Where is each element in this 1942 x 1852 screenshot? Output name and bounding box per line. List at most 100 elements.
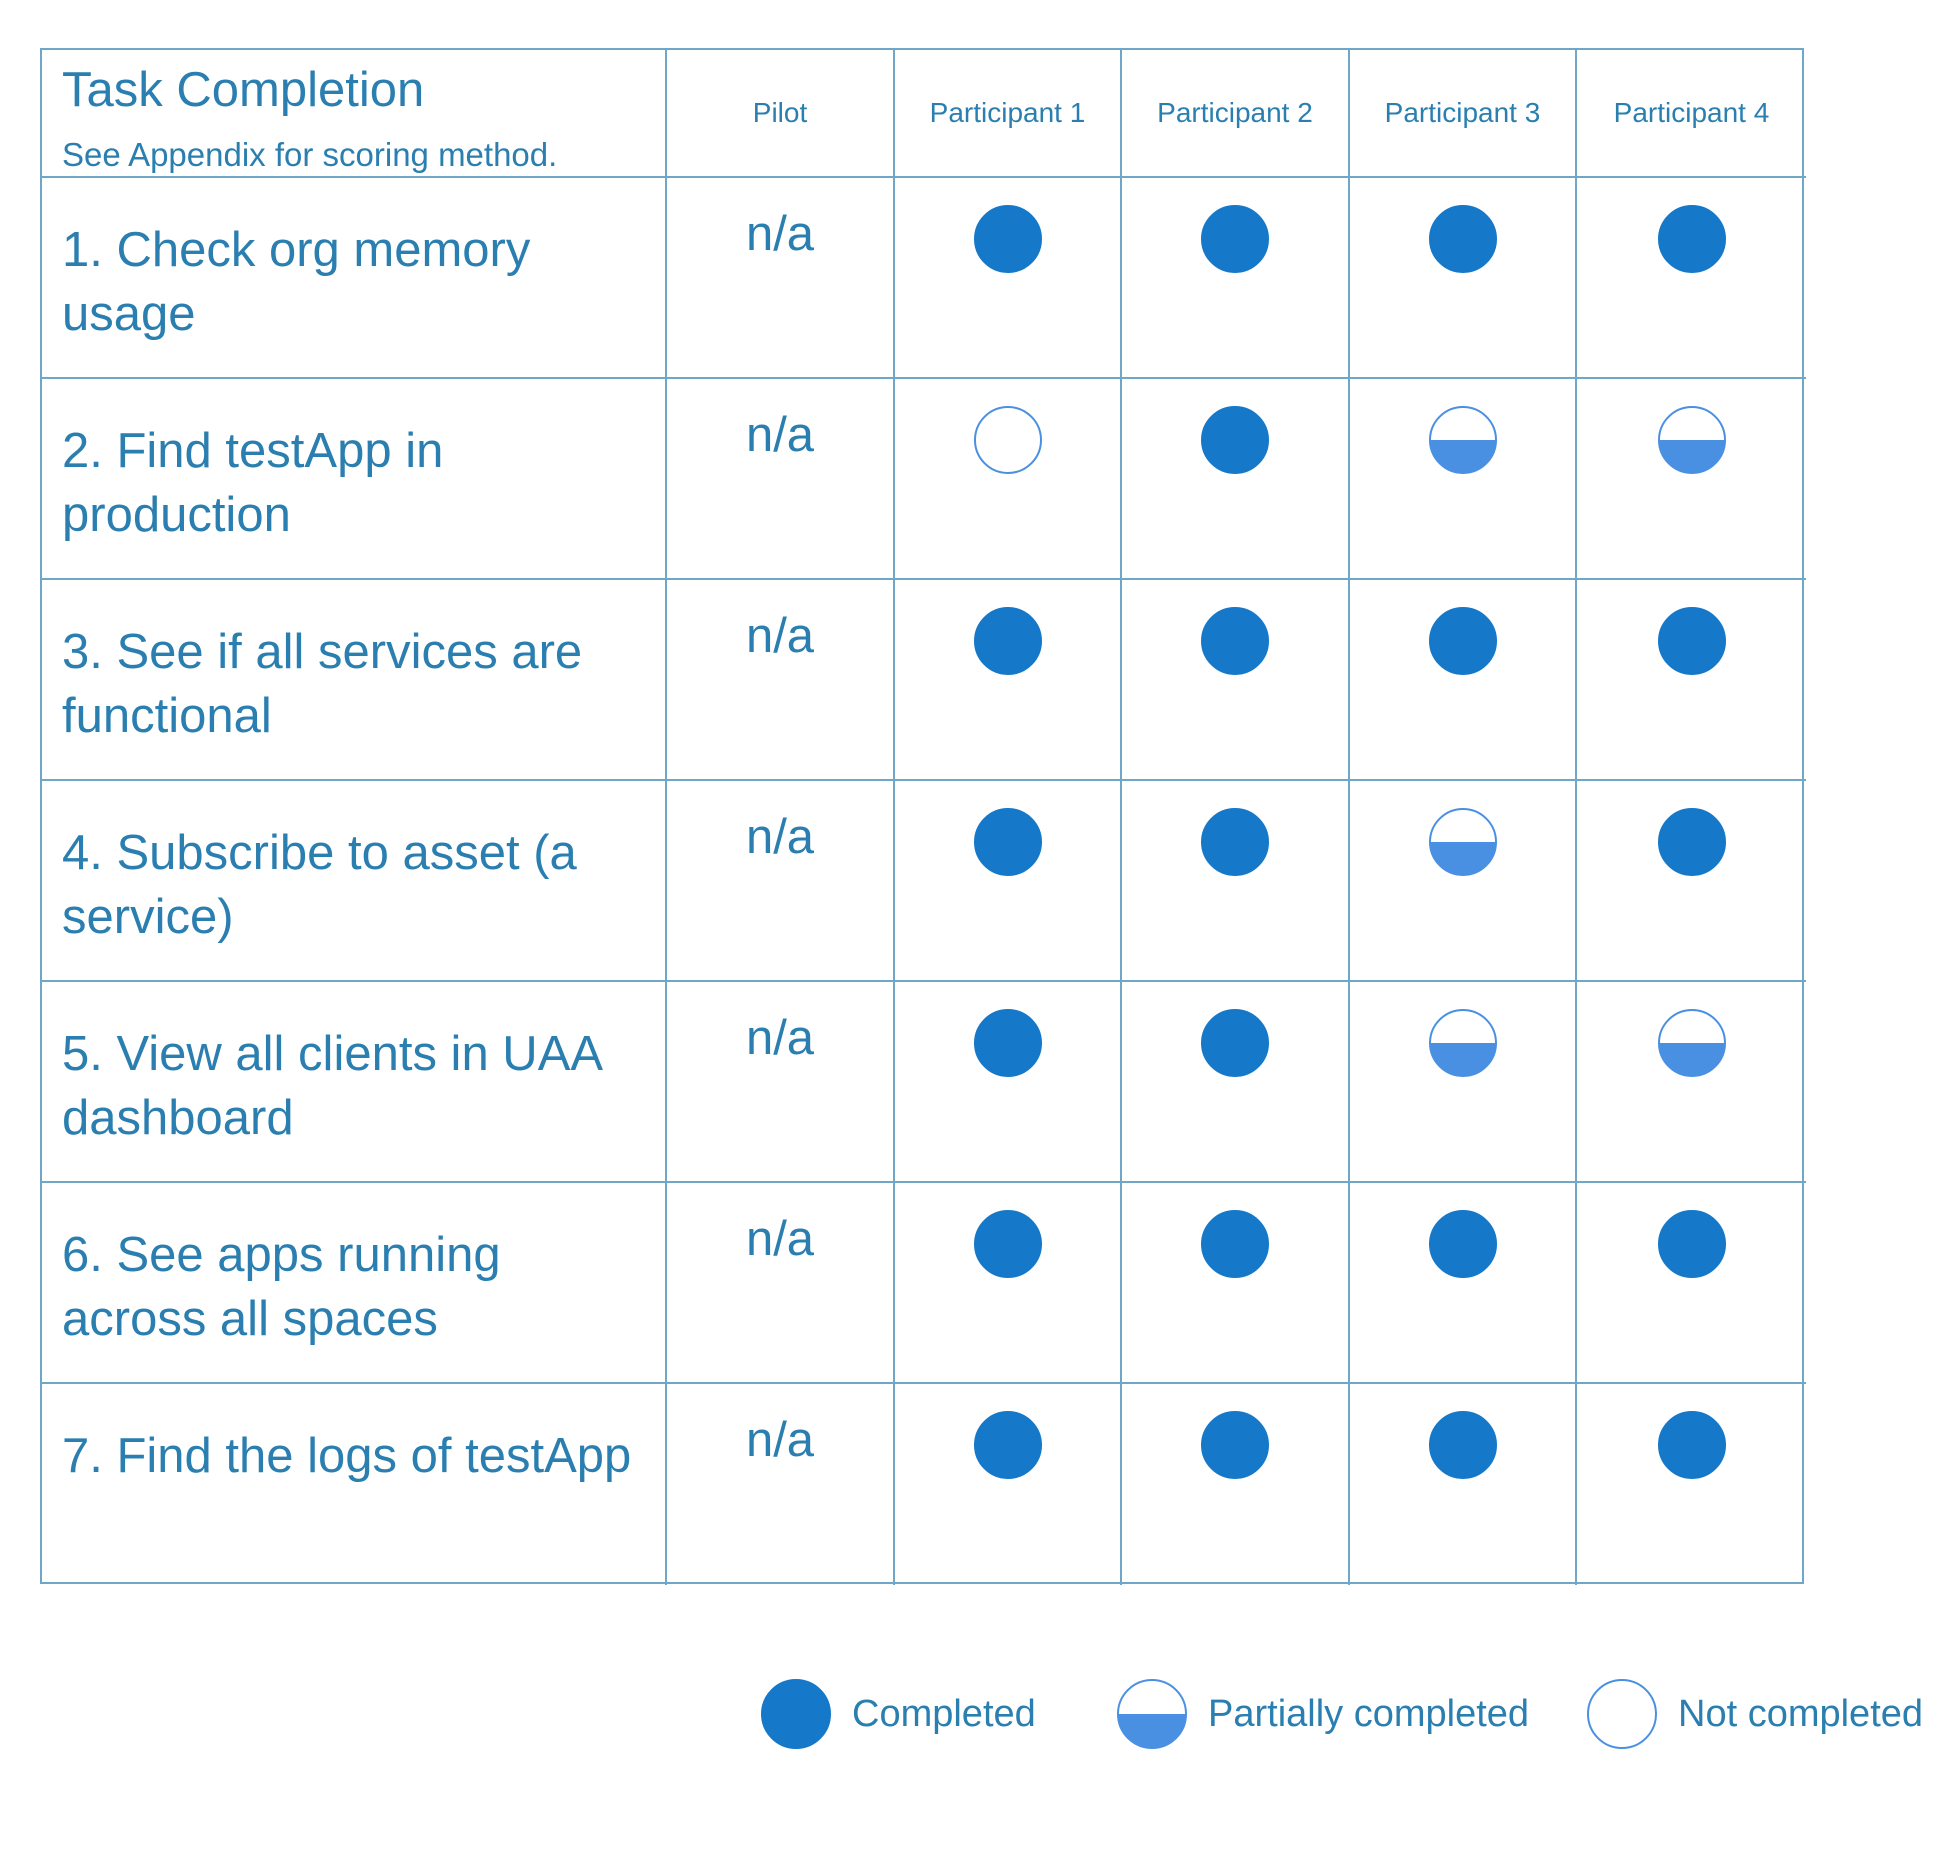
task-label: 7. Find the logs of testApp <box>62 1429 632 1483</box>
column-header-pilot: Pilot <box>667 50 895 178</box>
pilot-cell: n/a <box>667 1384 895 1585</box>
table-subtitle: See Appendix for scoring method. <box>62 136 558 173</box>
result-cell <box>1350 982 1577 1183</box>
table-header-title-cell: Task Completion See Appendix for scoring… <box>42 50 667 178</box>
pilot-value: n/a <box>745 207 815 261</box>
not-completed-dot-icon <box>973 405 1043 475</box>
result-cell <box>1577 580 1806 781</box>
partial-dot-icon <box>1657 405 1727 475</box>
task-label-cell: 1. Check org memory usage <box>42 178 667 379</box>
completed-dot-icon <box>973 606 1043 676</box>
legend-item-partial: Partially completed <box>1116 1678 1529 1750</box>
completed-dot-icon <box>973 807 1043 877</box>
completed-dot-icon <box>1428 204 1498 274</box>
completed-dot-icon <box>1428 1209 1498 1279</box>
table-title: Task Completion <box>62 63 425 117</box>
pilot-value: n/a <box>745 408 815 462</box>
result-cell <box>1350 178 1577 379</box>
legend-label-partial: Partially completed <box>1208 1692 1530 1735</box>
completed-dot-icon <box>760 1678 832 1750</box>
pilot-value: n/a <box>745 609 815 663</box>
completed-dot-icon <box>1428 1410 1498 1480</box>
pilot-value: n/a <box>745 810 815 864</box>
result-cell <box>1122 982 1350 1183</box>
pilot-cell: n/a <box>667 178 895 379</box>
partial-dot-icon <box>1657 1008 1727 1078</box>
task-label: 4. Subscribe to asset (a service) <box>62 826 577 944</box>
completed-dot-icon <box>1200 1209 1270 1279</box>
result-cell <box>1350 1384 1577 1585</box>
result-cell <box>1122 781 1350 982</box>
result-cell <box>1350 1183 1577 1384</box>
completed-dot-icon <box>1200 204 1270 274</box>
legend-label-not-completed: Not completed <box>1678 1692 1924 1735</box>
result-cell <box>1122 1384 1350 1585</box>
partial-dot-icon <box>1428 807 1498 877</box>
partial-dot-icon <box>1428 1008 1498 1078</box>
task-completion-table: Task Completion See Appendix for scoring… <box>40 48 1806 1585</box>
task-label-cell: 6. See apps running across all spaces <box>42 1183 667 1384</box>
task-label-cell: 3. See if all services are functional <box>42 580 667 781</box>
completed-dot-icon <box>1428 606 1498 676</box>
legend-item-not-completed: Not completed <box>1586 1678 1923 1750</box>
result-cell <box>895 178 1122 379</box>
completed-dot-icon <box>1657 1209 1727 1279</box>
task-label-cell: 5. View all clients in UAA dashboard <box>42 982 667 1183</box>
completed-dot-icon <box>1200 405 1270 475</box>
task-label: 3. See if all services are functional <box>62 625 583 743</box>
column-header-participant-3: Participant 3 <box>1350 50 1577 178</box>
completed-dot-icon <box>1200 807 1270 877</box>
result-cell <box>895 1384 1122 1585</box>
result-cell <box>1577 1384 1806 1585</box>
column-header-participant-2: Participant 2 <box>1122 50 1350 178</box>
completed-dot-icon <box>1657 807 1727 877</box>
result-cell <box>895 379 1122 580</box>
completed-dot-icon <box>1657 204 1727 274</box>
result-cell <box>1577 379 1806 580</box>
result-cell <box>1122 379 1350 580</box>
partial-dot-icon <box>1116 1678 1188 1750</box>
result-cell <box>1122 1183 1350 1384</box>
task-label: 2. Find testApp in production <box>62 424 444 542</box>
pilot-cell: n/a <box>667 982 895 1183</box>
legend-label-completed: Completed <box>852 1692 1036 1735</box>
result-cell <box>1122 580 1350 781</box>
task-label-cell: 2. Find testApp in production <box>42 379 667 580</box>
result-cell <box>1350 781 1577 982</box>
partial-dot-icon <box>1428 405 1498 475</box>
column-header-participant-4: Participant 4 <box>1577 50 1806 178</box>
result-cell <box>1577 982 1806 1183</box>
completed-dot-icon <box>1200 1410 1270 1480</box>
pilot-cell: n/a <box>667 379 895 580</box>
task-label-cell: 7. Find the logs of testApp <box>42 1384 667 1585</box>
column-header-participant-1: Participant 1 <box>895 50 1122 178</box>
result-cell <box>1122 178 1350 379</box>
pilot-cell: n/a <box>667 781 895 982</box>
pilot-value: n/a <box>745 1212 815 1266</box>
result-cell <box>895 982 1122 1183</box>
task-label: 1. Check org memory usage <box>62 223 531 341</box>
pilot-cell: n/a <box>667 1183 895 1384</box>
completed-dot-icon <box>973 1209 1043 1279</box>
pilot-cell: n/a <box>667 580 895 781</box>
result-cell <box>895 781 1122 982</box>
completed-dot-icon <box>973 1008 1043 1078</box>
result-cell <box>1350 580 1577 781</box>
completed-dot-icon <box>973 204 1043 274</box>
pilot-value: n/a <box>745 1413 815 1467</box>
result-cell <box>895 580 1122 781</box>
task-label-cell: 4. Subscribe to asset (a service) <box>42 781 667 982</box>
completed-dot-icon <box>973 1410 1043 1480</box>
result-cell <box>895 1183 1122 1384</box>
result-cell <box>1577 178 1806 379</box>
completed-dot-icon <box>1657 606 1727 676</box>
result-cell <box>1350 379 1577 580</box>
result-cell <box>1577 1183 1806 1384</box>
result-cell <box>1577 781 1806 982</box>
pilot-value: n/a <box>745 1011 815 1065</box>
task-label: 6. See apps running across all spaces <box>62 1228 501 1346</box>
completed-dot-icon <box>1200 1008 1270 1078</box>
completed-dot-icon <box>1657 1410 1727 1480</box>
legend-item-completed: Completed <box>760 1678 1036 1750</box>
task-label: 5. View all clients in UAA dashboard <box>62 1027 601 1145</box>
